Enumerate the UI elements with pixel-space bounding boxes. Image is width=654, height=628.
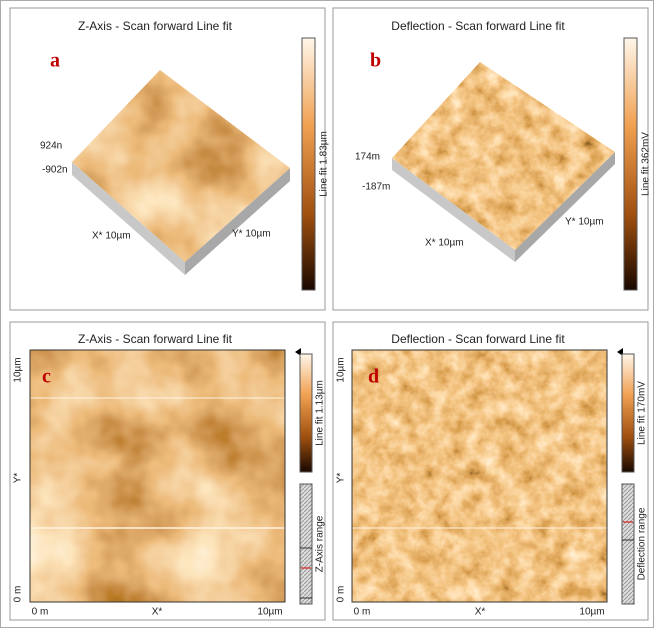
panel-title: Deflection - Scan forward Line fit <box>391 19 565 33</box>
range-box <box>300 484 312 604</box>
x-axis-label: X* 10µm <box>425 238 464 249</box>
colorbar-label: Line fit 170mV <box>637 381 648 445</box>
x-mid-label: X* <box>475 607 486 618</box>
y-bottom-label: 0 m <box>336 586 347 603</box>
z-max-label: 174m <box>355 152 380 163</box>
x-right-label: 10µm <box>579 607 604 618</box>
x-left-label: 0 m <box>32 607 49 618</box>
z-max-label: 924n <box>40 141 62 152</box>
x-mid-label: X* <box>152 607 163 618</box>
colorbar-label: Line fit 362mV <box>641 132 652 196</box>
z-min-label: -187m <box>362 182 390 193</box>
y-mid-label: Y* <box>336 473 347 484</box>
y-top-label: 10µm <box>13 357 24 382</box>
colorbar-label: Line fit 1.13µm <box>315 380 326 446</box>
figure: Z-Axis - Scan forward Line fit a 924n -9… <box>0 0 654 628</box>
range-label: Deflection range <box>637 507 648 580</box>
panel-title: Z-Axis - Scan forward Line fit <box>78 332 233 346</box>
afm-image <box>30 350 285 602</box>
panel-title: Z-Axis - Scan forward Line fit <box>78 19 233 33</box>
panel-b: Deflection - Scan forward Line fit b 174… <box>333 8 652 310</box>
panel-letter: a <box>50 50 60 72</box>
colorbar <box>300 354 312 472</box>
colorbar-label: Line fit 1.83µm <box>319 131 330 197</box>
z-min-label: -902n <box>42 165 68 176</box>
y-bottom-label: 0 m <box>13 586 24 603</box>
x-axis-label: X* 10µm <box>92 231 131 242</box>
panel-letter: b <box>370 50 381 72</box>
y-axis-label: Y* 10µm <box>565 217 604 228</box>
panel-c: Z-Axis - Scan forward Line fit c 10µm Y*… <box>10 322 326 620</box>
colorbar <box>622 354 634 472</box>
y-axis-label: Y* 10µm <box>232 229 271 240</box>
x-left-label: 0 m <box>354 607 371 618</box>
y-mid-label: Y* <box>13 473 24 484</box>
colorbar <box>302 38 315 290</box>
panel-a: Z-Axis - Scan forward Line fit a 924n -9… <box>10 8 330 310</box>
panel-letter: c <box>42 366 51 388</box>
colorbar <box>624 38 637 290</box>
range-label: Z-Axis range <box>315 515 326 572</box>
range-box <box>622 484 634 604</box>
panel-d: Deflection - Scan forward Line fit d 10µ… <box>333 322 648 620</box>
afm-image <box>352 350 607 602</box>
panel-title: Deflection - Scan forward Line fit <box>391 332 565 346</box>
panel-letter: d <box>368 366 379 388</box>
x-right-label: 10µm <box>257 607 282 618</box>
y-top-label: 10µm <box>336 357 347 382</box>
